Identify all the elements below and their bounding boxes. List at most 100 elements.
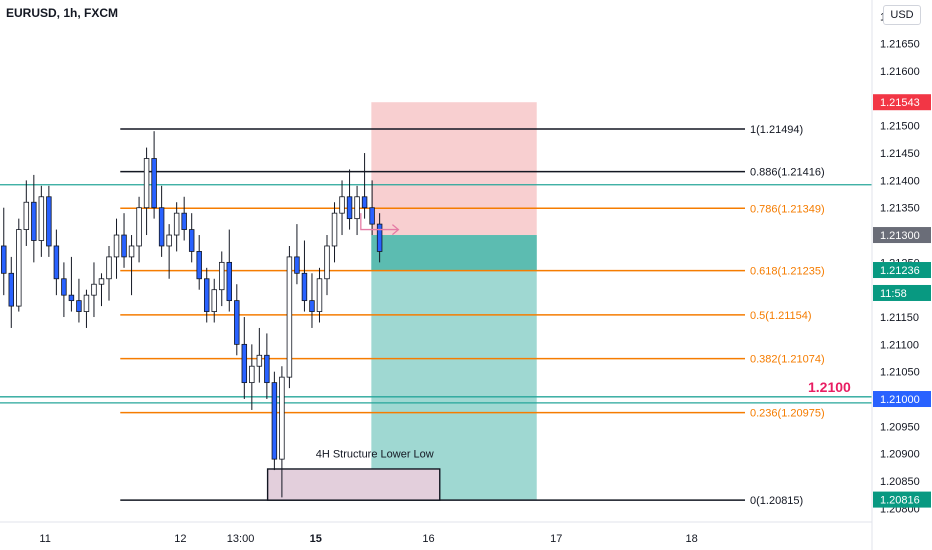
stop-loss-zone xyxy=(371,102,537,236)
y-tick-label: 1.21150 xyxy=(880,312,919,324)
candle-body xyxy=(211,289,217,312)
currency-button[interactable]: USD xyxy=(883,5,921,25)
x-tick-label: 18 xyxy=(685,533,697,545)
candle xyxy=(226,229,233,312)
candle xyxy=(46,185,52,257)
price-badge-bg xyxy=(873,284,931,301)
candle xyxy=(188,213,195,263)
candle xyxy=(166,224,172,279)
candle-body xyxy=(188,229,195,252)
x-tick-label: 13:00 xyxy=(227,533,255,545)
candle xyxy=(279,366,285,498)
candle xyxy=(61,262,67,318)
price-badge: 1.20816 xyxy=(873,491,931,508)
price-badge: 1.21543 xyxy=(873,94,931,111)
candle xyxy=(196,235,202,290)
candle xyxy=(128,235,135,296)
fib-label: 0.618(1.21235) xyxy=(750,266,825,278)
y-tick-label: 1.20900 xyxy=(880,449,920,461)
candle xyxy=(264,333,270,400)
candle-body xyxy=(219,261,225,291)
price-badge-text: 1.20816 xyxy=(880,495,920,507)
candle xyxy=(203,267,210,323)
candle xyxy=(151,131,157,219)
fib-label: 0(1.20815) xyxy=(750,495,803,507)
candle xyxy=(346,169,353,230)
price-badge-bg xyxy=(873,391,931,408)
candle xyxy=(8,256,15,328)
price-badge-bg xyxy=(873,94,931,111)
candle-body xyxy=(61,278,67,296)
candle-body xyxy=(16,229,22,307)
candle xyxy=(38,185,45,257)
x-tick-label: 15 xyxy=(310,533,322,545)
candle xyxy=(354,185,360,236)
candle xyxy=(376,213,383,263)
candle xyxy=(113,218,120,279)
x-tick-label: 11 xyxy=(39,533,50,545)
candle xyxy=(181,196,187,241)
candle-body xyxy=(151,158,157,209)
symbol-title: EURUSD, 1h, FXCM xyxy=(6,6,119,20)
price-badge-text: 1.21000 xyxy=(880,394,920,406)
candle xyxy=(23,180,30,246)
candle-body xyxy=(23,201,30,230)
price-badge: 1.21000 xyxy=(873,391,931,408)
candle-body xyxy=(354,196,360,220)
candle xyxy=(158,185,165,257)
candle-body xyxy=(121,234,127,258)
candle-body xyxy=(324,245,330,280)
candle xyxy=(98,273,105,307)
candle xyxy=(331,202,338,263)
candle-body xyxy=(143,158,150,209)
candle-body xyxy=(316,278,323,312)
candle xyxy=(91,262,97,318)
y-tick-label: 1.21450 xyxy=(880,148,920,160)
candle-body xyxy=(106,256,112,280)
y-tick-label: 1.20850 xyxy=(880,476,920,488)
candle-body xyxy=(53,245,60,280)
fib-label: 0.382(1.21074) xyxy=(750,354,825,366)
price-badge: 1.21236 xyxy=(873,262,931,279)
candle xyxy=(219,251,225,307)
candle-body xyxy=(113,234,120,258)
candle-body xyxy=(226,261,233,302)
candle-body xyxy=(46,196,52,247)
candle-body xyxy=(38,196,45,241)
candle xyxy=(361,153,368,219)
candle-body xyxy=(136,207,142,247)
structure-label: 4H Structure Lower Low xyxy=(316,449,434,461)
candle-body xyxy=(158,207,165,247)
candle-body xyxy=(376,223,383,252)
y-tick-label: 1.21400 xyxy=(880,175,920,187)
y-tick-label: 1.21100 xyxy=(880,339,919,351)
candle-body xyxy=(286,256,293,378)
fib-label: 0.5(1.21154) xyxy=(750,310,812,322)
y-tick-label: 1.21500 xyxy=(880,121,920,133)
candle xyxy=(143,147,150,236)
price-badge: 1.21300 xyxy=(873,227,931,244)
candle-body xyxy=(98,278,105,285)
price-badge-text: 1.21543 xyxy=(880,97,920,109)
candle xyxy=(339,180,345,236)
candle xyxy=(53,229,60,296)
candle xyxy=(256,327,263,383)
candle-body xyxy=(279,376,285,460)
candle xyxy=(271,371,278,471)
candle xyxy=(68,256,75,312)
fib-label: 0.886(1.21416) xyxy=(750,167,825,179)
candle xyxy=(83,289,90,328)
candle xyxy=(234,284,240,356)
candle xyxy=(31,174,37,263)
candle xyxy=(136,196,142,263)
candle xyxy=(106,245,112,301)
candle-body xyxy=(331,212,338,247)
candle-body xyxy=(166,234,172,247)
candle-body xyxy=(346,196,353,220)
price-badge-text: 1.21300 xyxy=(880,230,920,242)
candle xyxy=(211,278,217,323)
candle-body xyxy=(1,245,7,274)
level-annotation: 1.2100 xyxy=(808,379,851,395)
